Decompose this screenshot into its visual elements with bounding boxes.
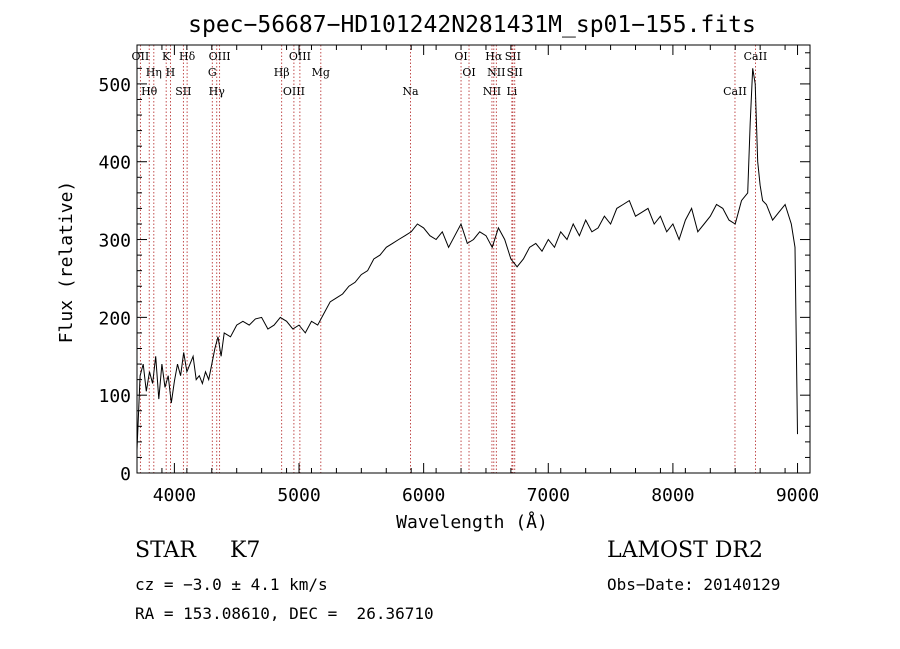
- marker-label: OIII: [289, 50, 311, 63]
- y-tick-label: 0: [120, 464, 131, 485]
- y-tick-label: 400: [98, 153, 131, 174]
- y-axis-ticks: 0 100 200 300 400 500: [98, 52, 810, 485]
- marker-label: OIII: [209, 50, 231, 63]
- coordinates-text: RA = 153.08610, DEC = 26.36710: [135, 604, 434, 623]
- redshift-text: cz = −3.0 ± 4.1 km/s: [135, 575, 328, 594]
- plot-area: [136, 68, 798, 450]
- marker-label: Hη: [146, 66, 162, 79]
- marker-label: K: [162, 50, 171, 63]
- plot-frame: [136, 44, 811, 474]
- marker-label: Na: [402, 85, 419, 98]
- marker-label: OI: [454, 50, 467, 63]
- marker-label: Mg: [312, 66, 330, 79]
- x-axis-ticks: 4000 5000 6000 7000 8000 9000: [136, 45, 819, 506]
- obs-date: Obs−Date: 20140129: [607, 575, 781, 594]
- marker-label: SII: [175, 85, 191, 98]
- x-tick-label: 7000: [527, 485, 570, 506]
- y-tick-label: 500: [98, 75, 131, 96]
- marker-label: SII: [505, 50, 521, 63]
- marker-label: G: [208, 66, 217, 79]
- marker-label: Hγ: [209, 85, 226, 98]
- x-tick-label: 8000: [651, 485, 694, 506]
- marker-label: SII: [507, 66, 523, 79]
- survey-name: LAMOST DR2: [607, 538, 763, 563]
- spectral-subclass: K7: [230, 538, 261, 563]
- object-class: STAR K7: [135, 538, 260, 563]
- marker-label: Li: [506, 85, 517, 98]
- object-class-value: STAR: [135, 538, 196, 563]
- marker-label: Hα: [485, 50, 503, 63]
- line-markers: OIIHηHθKHSIIHδGHγOIIIHβOIIIOIIIMgNaOIOIN…: [132, 45, 768, 473]
- marker-label: OI: [462, 66, 475, 79]
- marker-label: NII: [483, 85, 501, 98]
- marker-label: CaII: [744, 50, 768, 63]
- marker-label: OII: [132, 50, 150, 63]
- marker-label: Hβ: [274, 66, 290, 79]
- marker-label: Hθ: [141, 85, 158, 98]
- y-axis-label: Flux (relative): [56, 181, 77, 344]
- y-tick-label: 100: [98, 386, 131, 407]
- x-tick-label: 6000: [402, 485, 445, 506]
- marker-label: NII: [487, 66, 505, 79]
- y-tick-label: 300: [98, 231, 131, 252]
- x-tick-label: 5000: [277, 485, 320, 506]
- x-tick-label: 9000: [776, 485, 819, 506]
- x-axis-label: Wavelength (Å): [396, 511, 548, 533]
- marker-label: H: [166, 66, 176, 79]
- marker-label: CaII: [723, 85, 747, 98]
- chart-title: spec−56687−HD101242N281431M_sp01−155.fit…: [188, 12, 756, 38]
- spectrum-line: [136, 68, 798, 450]
- marker-label: Hδ: [179, 50, 196, 63]
- x-tick-label: 4000: [153, 485, 196, 506]
- marker-label: OIII: [283, 85, 305, 98]
- y-tick-label: 200: [98, 308, 131, 329]
